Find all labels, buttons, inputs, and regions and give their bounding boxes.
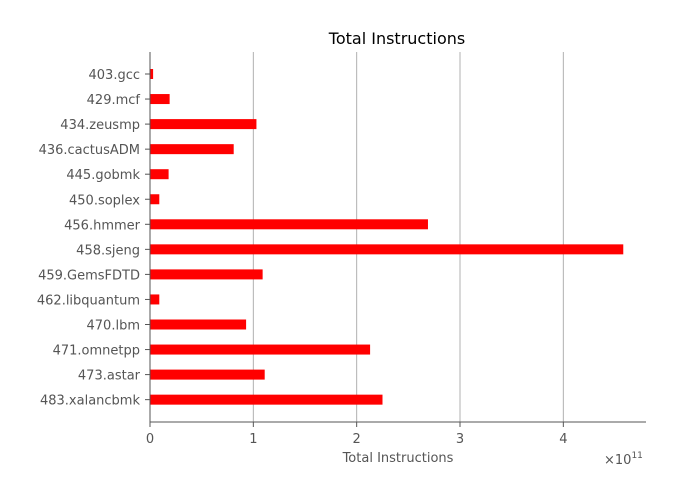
bar bbox=[150, 69, 154, 79]
y-tick-label: 473.astar bbox=[78, 369, 141, 384]
x-axis-scale-exponent: 11 bbox=[631, 451, 642, 461]
y-tick-label: 471.omnetpp bbox=[53, 344, 140, 359]
y-tick-label: 436.cactusADM bbox=[39, 143, 140, 158]
bar bbox=[150, 369, 265, 380]
x-tick-label: 2 bbox=[353, 432, 361, 447]
y-tick-label: 445.gobmk bbox=[66, 168, 140, 183]
bar bbox=[150, 319, 247, 330]
y-tick-label: 462.libquantum bbox=[37, 293, 140, 308]
bar bbox=[150, 144, 234, 155]
y-tick-label: 450.soplex bbox=[69, 193, 140, 208]
y-tick-label: 456.hmmer bbox=[64, 218, 141, 233]
x-tick-label: 3 bbox=[456, 432, 464, 447]
bars bbox=[150, 69, 624, 405]
bar bbox=[150, 344, 371, 355]
bar bbox=[150, 94, 170, 105]
gridlines bbox=[252, 52, 564, 422]
y-tick-label: 470.lbm bbox=[87, 319, 140, 334]
x-tick-label: 1 bbox=[249, 432, 257, 447]
bar bbox=[150, 169, 169, 180]
x-axis-scale-label: ×1011 bbox=[604, 451, 643, 468]
x-axis-scale-base: ×10 bbox=[604, 453, 631, 468]
bar bbox=[150, 394, 383, 405]
axes bbox=[149, 52, 646, 423]
y-tick-label: 403.gcc bbox=[89, 68, 141, 83]
y-tick-label: 458.sjeng bbox=[76, 243, 140, 258]
y-tick-labels: 403.gcc 429.mcf 434.zeusmp 436.cactusADM 445… bbox=[37, 68, 150, 409]
bar bbox=[150, 244, 624, 255]
bar bbox=[150, 219, 428, 230]
y-tick-label: 459.GemsFDTD bbox=[38, 268, 140, 283]
bar bbox=[150, 269, 263, 280]
x-tick-label: 0 bbox=[146, 432, 154, 447]
bar bbox=[150, 119, 257, 130]
chart-title: Total Instructions bbox=[328, 29, 465, 48]
y-tick-label: 434.zeusmp bbox=[60, 118, 140, 133]
x-tick-labels: 0 1 2 3 4 bbox=[146, 422, 567, 447]
x-tick-label: 4 bbox=[559, 432, 567, 447]
x-axis-title: Total Instructions bbox=[342, 451, 454, 466]
y-tick-label: 483.xalancbmk bbox=[40, 394, 140, 409]
bar bbox=[150, 194, 160, 205]
bar bbox=[150, 294, 160, 305]
y-tick-label: 429.mcf bbox=[87, 93, 141, 108]
